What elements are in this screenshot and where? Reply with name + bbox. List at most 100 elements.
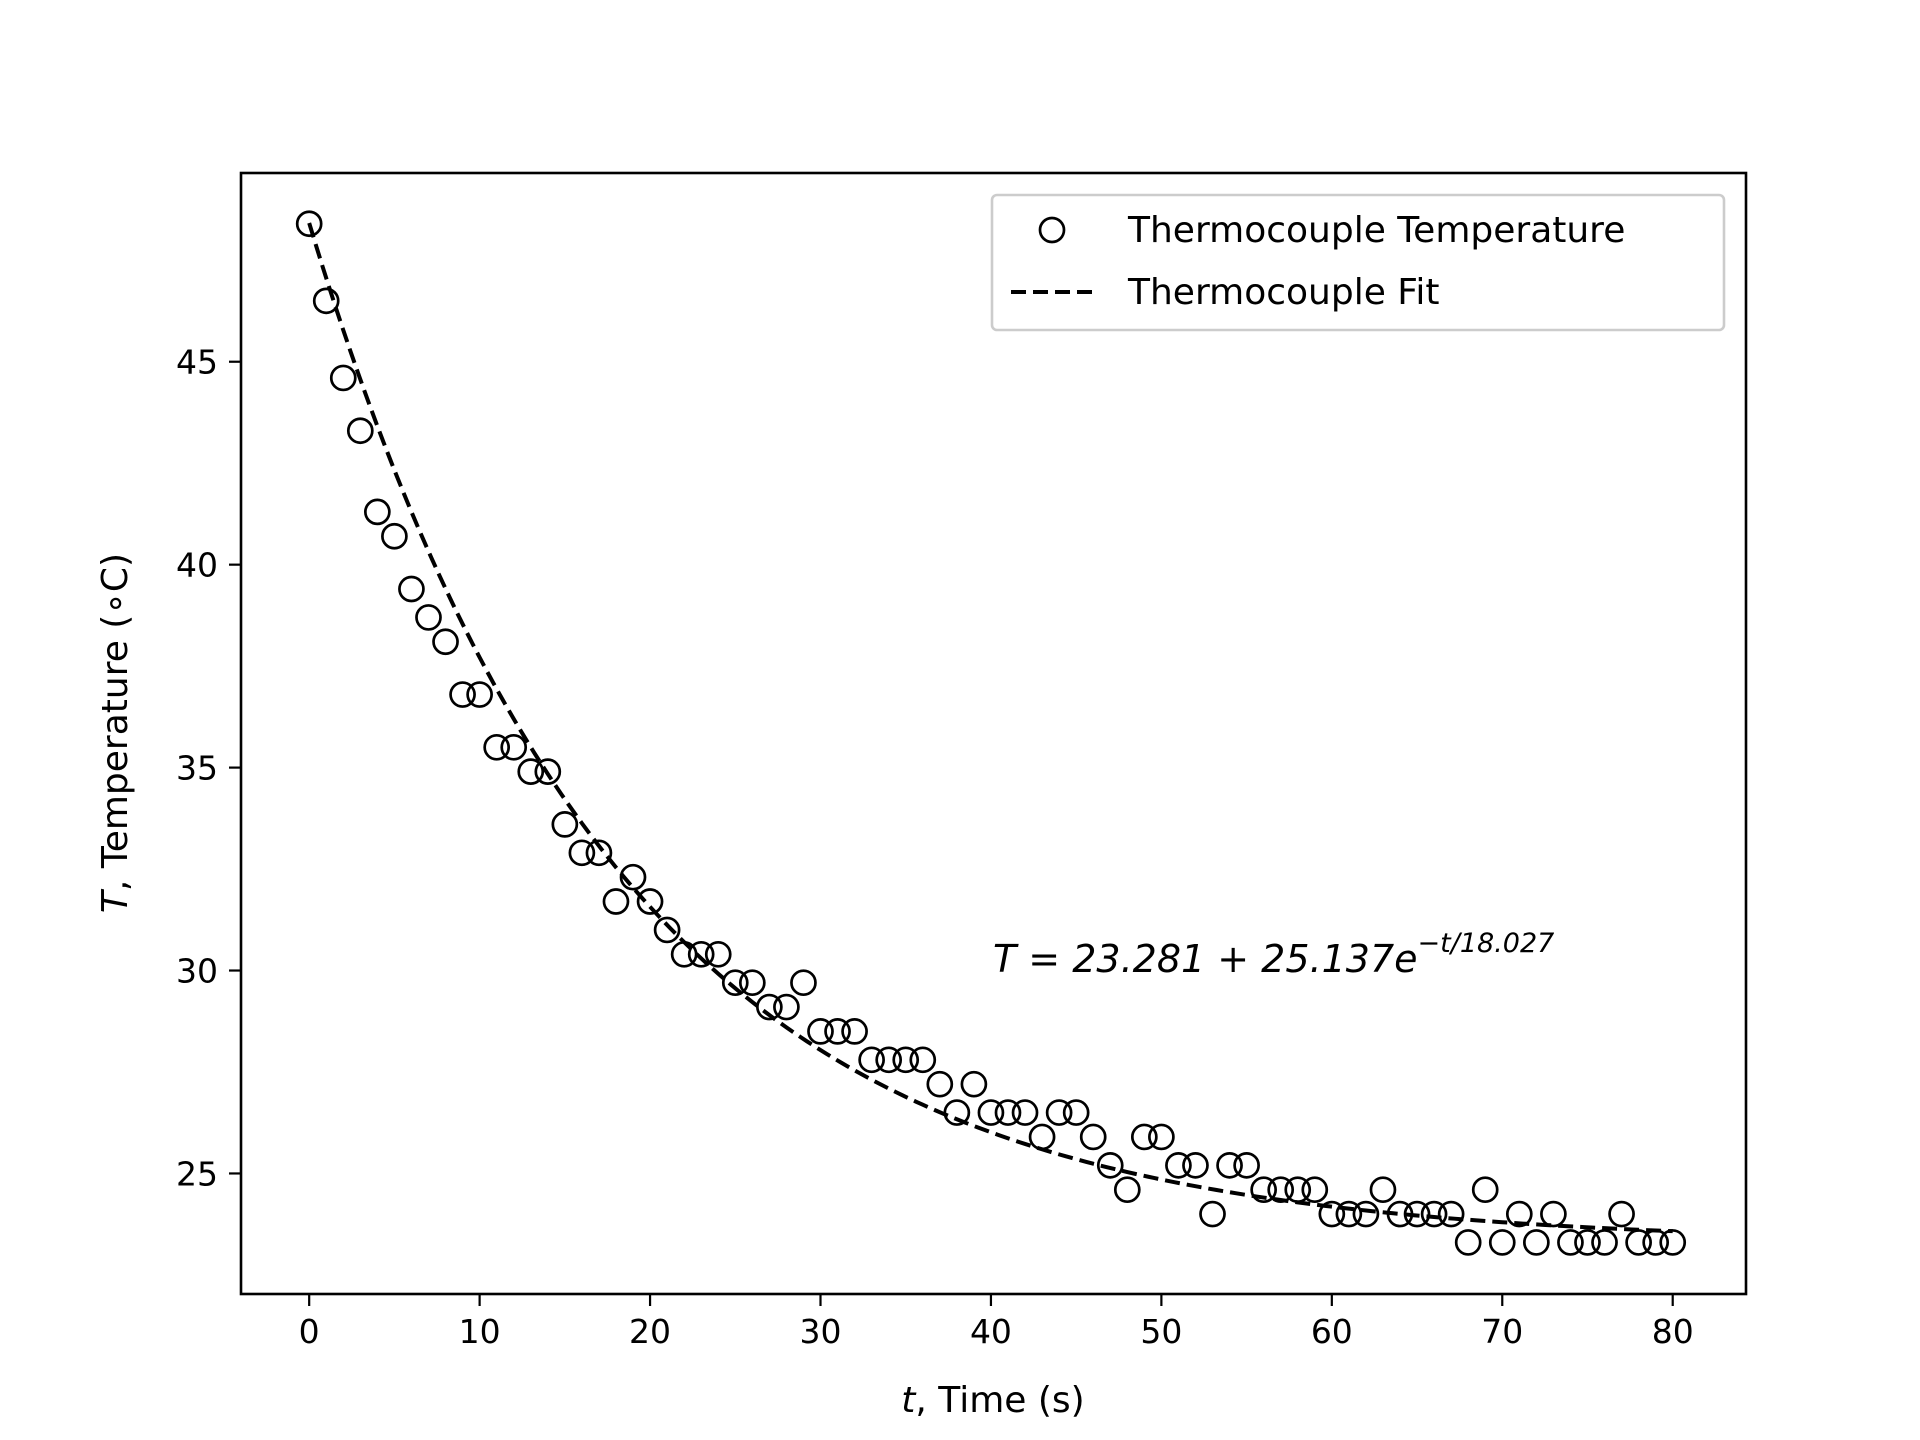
data-point [1591,1229,1618,1256]
data-point [909,1046,937,1074]
data-point [943,1099,971,1126]
y-axis-title-rest: , Temperature (∘C) [95,553,136,891]
y-tick-label: 45 [176,343,218,382]
y-axis-title: T, Temperature (∘C) [95,553,136,913]
data-point [381,522,408,550]
x-axis-variable: t [901,1380,917,1421]
data-point [1028,1123,1056,1151]
data-point [1557,1229,1584,1256]
data-point [704,940,732,968]
data-point [687,940,715,968]
y-axis-ticks: 25 30 35 40 45 [176,343,241,1193]
fit-equation-text: T = 23.281 + 25.137e [993,937,1418,981]
data-point [415,604,442,631]
x-tick-label: 60 [1311,1312,1353,1351]
data-point [466,681,493,708]
data-point [1437,1200,1465,1228]
data-point [1113,1176,1141,1204]
data-point [858,1046,885,1074]
data-point [1148,1123,1175,1151]
data-point [790,969,817,997]
data-point [721,969,749,997]
data-point [398,575,425,603]
data-point [1488,1229,1516,1256]
data-point [1165,1151,1192,1179]
data-point [1301,1176,1329,1204]
x-tick-label: 10 [459,1312,501,1351]
data-point [1096,1151,1124,1179]
data-point [1062,1099,1090,1126]
data-point [1335,1200,1363,1228]
data-point [1642,1229,1670,1256]
data-point [312,287,340,315]
data-point [824,1018,851,1045]
y-tick-label: 30 [176,952,218,991]
legend-label-fit: Thermocouple Fit [1127,272,1440,313]
data-point [1540,1200,1567,1228]
x-axis-title: t, Time (s) [901,1380,1084,1421]
data-point [756,993,783,1021]
data-point [1471,1176,1499,1204]
data-point [1608,1200,1635,1228]
data-point [1369,1176,1397,1204]
data-point [926,1070,954,1098]
x-tick-label: 50 [1140,1312,1182,1351]
fit-curve [307,222,1673,1234]
data-point [1505,1200,1533,1228]
data-point [534,758,562,786]
data-point [449,681,476,708]
data-point [346,417,374,445]
data-point [329,364,357,392]
data-point [1233,1151,1260,1179]
data-point [773,993,800,1021]
legend-box [990,193,1726,332]
data-point [960,1070,988,1098]
data-point [517,758,545,786]
data-point [483,733,511,761]
data-point [295,210,323,238]
x-tick-label: 70 [1481,1312,1523,1351]
data-point [636,888,664,915]
data-point [1403,1200,1431,1228]
data-point [364,498,391,526]
data-point [432,628,459,656]
data-point [1659,1229,1687,1256]
data-point [568,839,596,867]
data-point [1130,1123,1158,1151]
data-point [619,863,647,891]
data-point [602,888,630,915]
data-point [1386,1200,1414,1228]
x-tick-label: 80 [1652,1312,1694,1351]
data-point [1045,1099,1073,1126]
data-point [1250,1176,1278,1204]
data-point [551,811,579,838]
legend-marker-circle [1038,216,1066,244]
legend-label-temperature: Thermocouple Temperature [1127,210,1625,251]
axes-frame [239,171,1748,1296]
x-tick-label: 0 [299,1312,320,1351]
data-point [1352,1200,1380,1228]
x-axis-title-rest: , Time (s) [915,1380,1084,1421]
data-point [1574,1229,1601,1256]
fit-equation-annotation: T = 23.281 + 25.137e−t/18.027 [993,928,1554,981]
data-point [1625,1229,1652,1256]
data-point [994,1099,1022,1126]
data-point [1523,1229,1550,1256]
y-tick-label: 40 [176,546,218,585]
x-tick-label: 20 [629,1312,671,1351]
x-tick-label: 40 [970,1312,1012,1351]
data-point [500,733,528,761]
data-point [875,1046,903,1074]
data-point [585,839,613,867]
legend: Thermocouple Temperature Thermocouple Fi… [990,193,1726,332]
y-tick-label: 35 [176,749,218,788]
data-point [977,1099,1005,1126]
data-point [670,940,698,968]
data-point [892,1046,920,1074]
y-axis-variable: T [95,888,136,913]
data-point [738,969,766,997]
data-point [841,1018,868,1045]
y-tick-label: 25 [176,1154,218,1193]
x-axis-ticks: 0 10 20 30 40 50 60 70 80 [299,1294,1694,1351]
